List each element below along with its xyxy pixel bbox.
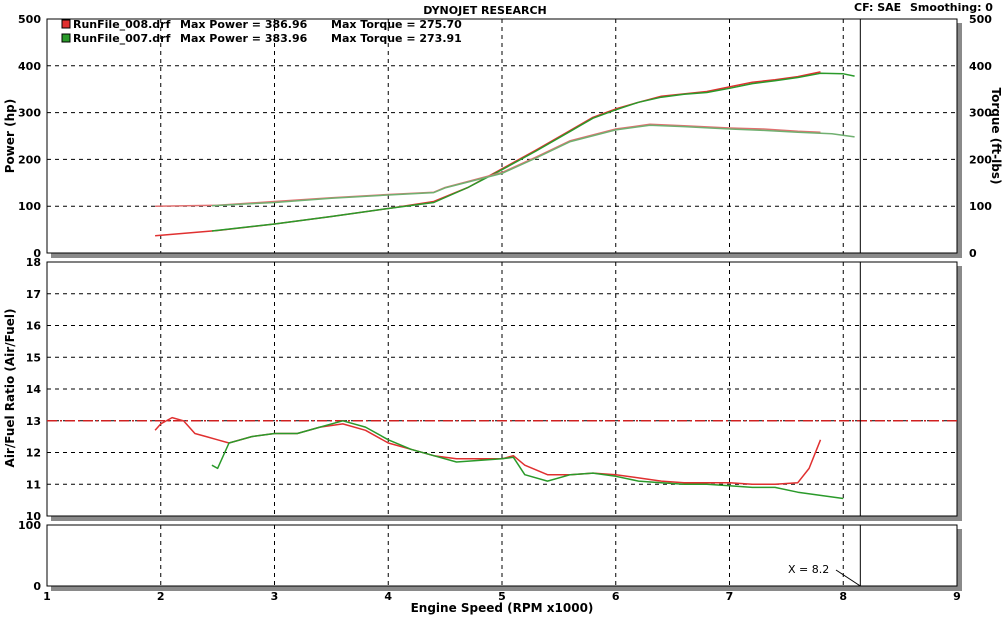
rpm-axis-title: Engine Speed (RPM x1000) xyxy=(411,601,594,615)
grid-layer xyxy=(47,19,957,586)
y-tick-label: 12 xyxy=(26,447,41,460)
legend-max-torque: Max Torque = 275.70 xyxy=(331,18,462,31)
legend-entry: RunFile_008.drf Max Power = 386.96 Max T… xyxy=(61,18,462,31)
legend-max-torque: Max Torque = 273.91 xyxy=(331,32,462,45)
y2-tick-label: 200 xyxy=(969,153,992,166)
x-tick-label: 4 xyxy=(384,590,392,603)
y2-tick-label: 500 xyxy=(969,13,992,26)
legend-max-power: Max Power = 386.96 xyxy=(180,18,308,31)
y-tick-label: 13 xyxy=(26,415,41,428)
y-tick-label: 100 xyxy=(18,200,41,213)
y-tick-label: 0 xyxy=(33,580,41,593)
chart-title: DYNOJET RESEARCH xyxy=(423,4,546,17)
legend-max-power: Max Power = 383.96 xyxy=(180,32,308,45)
x-tick-label: 8 xyxy=(839,590,847,603)
y-tick-label: 200 xyxy=(18,153,41,166)
y2-tick-label: 400 xyxy=(969,60,992,73)
series-line xyxy=(154,416,822,486)
legend-entry: RunFile_007.drf Max Power = 383.96 Max T… xyxy=(61,32,462,45)
y-tick-label: 100 xyxy=(18,519,41,532)
cf-label: CF: SAE xyxy=(854,1,901,14)
y2-tick-label: 0 xyxy=(969,247,977,260)
x-tick-label: 9 xyxy=(953,590,961,603)
x-tick-label: 7 xyxy=(726,590,734,603)
cursor-label: X = 8.2 xyxy=(788,563,829,576)
torque-axis-title: Torque (ft-lbs) xyxy=(989,88,1003,185)
series-line xyxy=(211,72,855,232)
y-tick-label: 16 xyxy=(26,320,42,333)
y2-tick-label: 100 xyxy=(969,200,992,213)
y-tick-label: 15 xyxy=(26,351,41,364)
legend-file: RunFile_007.drf xyxy=(73,32,171,45)
panel-auxiliary xyxy=(46,524,962,591)
power-axis-title: Power (hp) xyxy=(3,99,17,173)
x-tick-label: 3 xyxy=(271,590,279,603)
y-tick-label: 500 xyxy=(18,13,41,26)
y-tick-label: 0 xyxy=(33,247,41,260)
y-tick-label: 10 xyxy=(26,510,42,523)
panel-power-torque xyxy=(46,18,962,258)
legend-file: RunFile_008.drf xyxy=(73,18,171,31)
y-tick-label: 300 xyxy=(18,107,41,120)
legend: RunFile_008.drf Max Power = 386.96 Max T… xyxy=(61,18,462,45)
y-tick-label: 400 xyxy=(18,60,41,73)
legend-swatch xyxy=(61,33,71,43)
series-layer xyxy=(47,71,957,500)
panel-air-fuel xyxy=(46,261,962,521)
x-tick-label: 2 xyxy=(157,590,165,603)
y-tick-label: 14 xyxy=(26,383,42,396)
y2-tick-label: 300 xyxy=(969,107,992,120)
x-tick-label: 1 xyxy=(43,590,51,603)
y-tick-label: 11 xyxy=(26,478,41,491)
series-line xyxy=(211,420,844,500)
legend-swatch xyxy=(61,19,71,29)
afr-axis-title: Air/Fuel Ratio (Air/Fuel) xyxy=(3,309,17,468)
x-tick-label: 6 xyxy=(612,590,620,603)
series-line xyxy=(211,124,855,207)
cursor-pointer xyxy=(835,569,861,587)
x-tick-label: 5 xyxy=(498,590,506,603)
smoothing-label: Smoothing: 0 xyxy=(910,1,993,14)
y-tick-label: 18 xyxy=(26,256,41,269)
y-tick-label: 17 xyxy=(26,288,41,301)
